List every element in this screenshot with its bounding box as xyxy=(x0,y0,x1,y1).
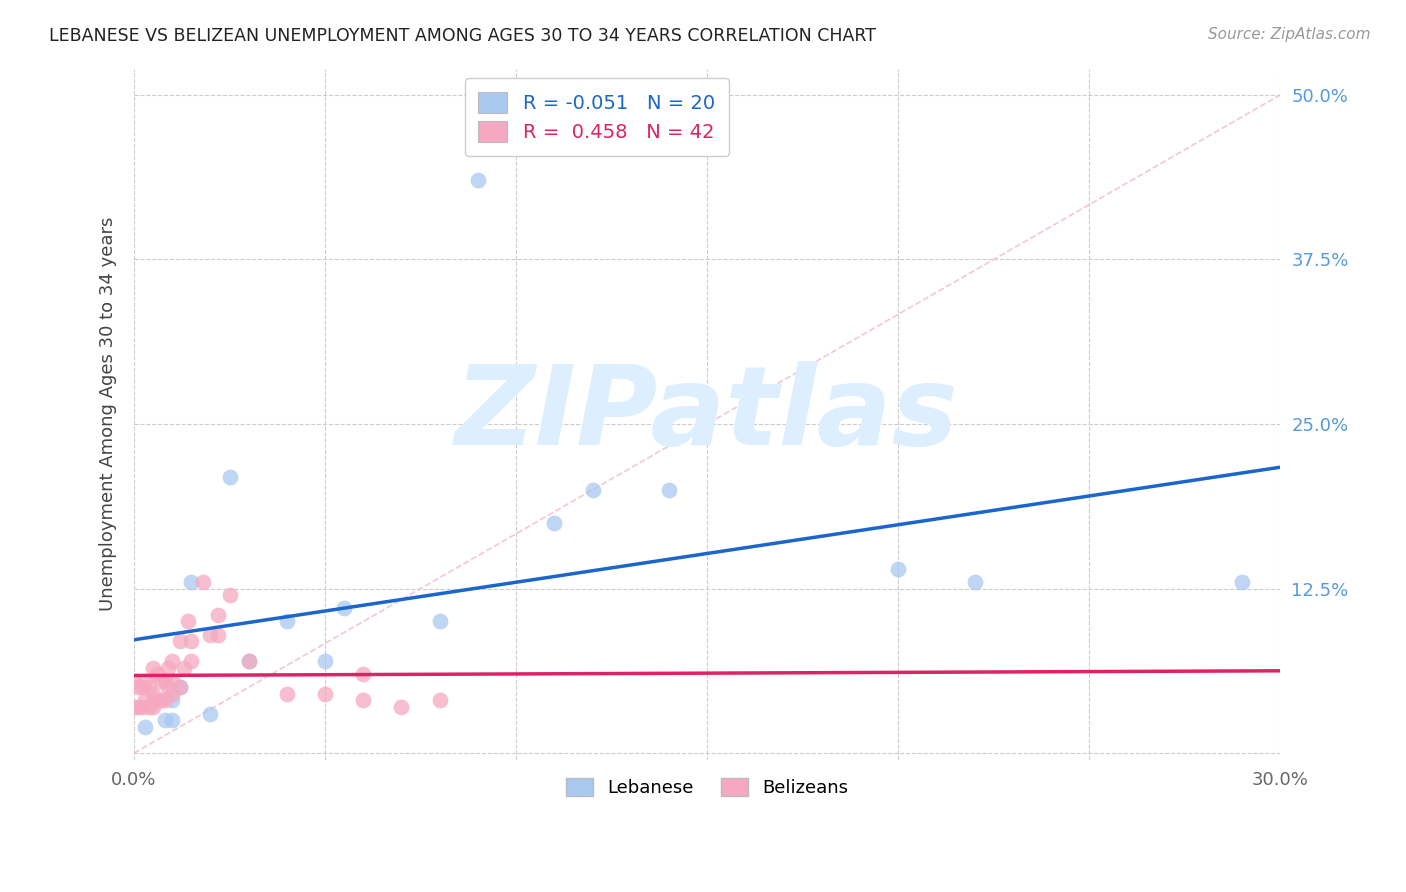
Point xyxy=(200,627,222,641)
Y-axis label: Unemployment Among Ages 30 to 34 years: Unemployment Among Ages 30 to 34 years xyxy=(100,217,117,611)
Point xyxy=(162,654,184,668)
Point xyxy=(157,681,180,695)
Point xyxy=(276,615,298,629)
Point xyxy=(146,693,169,707)
Point xyxy=(207,627,229,641)
Point xyxy=(176,615,198,629)
Point xyxy=(352,667,374,681)
Point xyxy=(238,654,260,668)
Point xyxy=(127,700,149,714)
Point xyxy=(149,693,172,707)
Point xyxy=(391,700,413,714)
Point xyxy=(134,720,156,734)
Point xyxy=(180,654,202,668)
Point xyxy=(207,607,229,622)
Point xyxy=(191,574,214,589)
Text: ZIPatlas: ZIPatlas xyxy=(456,360,959,467)
Point xyxy=(138,700,160,714)
Point xyxy=(429,693,451,707)
Point xyxy=(138,681,160,695)
Point xyxy=(314,687,336,701)
Point xyxy=(149,673,172,688)
Point xyxy=(1230,574,1253,589)
Point xyxy=(153,673,176,688)
Point xyxy=(467,173,489,187)
Point xyxy=(543,516,565,530)
Point xyxy=(333,601,356,615)
Point xyxy=(169,681,191,695)
Point xyxy=(134,693,156,707)
Point xyxy=(153,713,176,727)
Point xyxy=(963,574,986,589)
Point xyxy=(173,660,195,674)
Point xyxy=(276,687,298,701)
Point xyxy=(658,483,681,497)
Point xyxy=(142,660,165,674)
Point xyxy=(429,615,451,629)
Point xyxy=(169,681,191,695)
Point xyxy=(218,588,240,602)
Point xyxy=(162,673,184,688)
Point xyxy=(122,700,145,714)
Point xyxy=(180,574,202,589)
Point xyxy=(131,700,153,714)
Point xyxy=(127,681,149,695)
Point xyxy=(180,634,202,648)
Point xyxy=(142,700,165,714)
Text: LEBANESE VS BELIZEAN UNEMPLOYMENT AMONG AGES 30 TO 34 YEARS CORRELATION CHART: LEBANESE VS BELIZEAN UNEMPLOYMENT AMONG … xyxy=(49,27,876,45)
Legend: Lebanese, Belizeans: Lebanese, Belizeans xyxy=(557,769,858,806)
Point xyxy=(122,673,145,688)
Point xyxy=(887,562,910,576)
Point xyxy=(162,687,184,701)
Point xyxy=(169,634,191,648)
Point xyxy=(200,706,222,721)
Point xyxy=(131,681,153,695)
Point xyxy=(581,483,603,497)
Point xyxy=(238,654,260,668)
Point xyxy=(142,687,165,701)
Text: Source: ZipAtlas.com: Source: ZipAtlas.com xyxy=(1208,27,1371,42)
Point xyxy=(218,469,240,483)
Point xyxy=(352,693,374,707)
Point xyxy=(162,693,184,707)
Point xyxy=(162,713,184,727)
Point xyxy=(153,693,176,707)
Point xyxy=(134,673,156,688)
Point xyxy=(314,654,336,668)
Point xyxy=(157,660,180,674)
Point xyxy=(146,667,169,681)
